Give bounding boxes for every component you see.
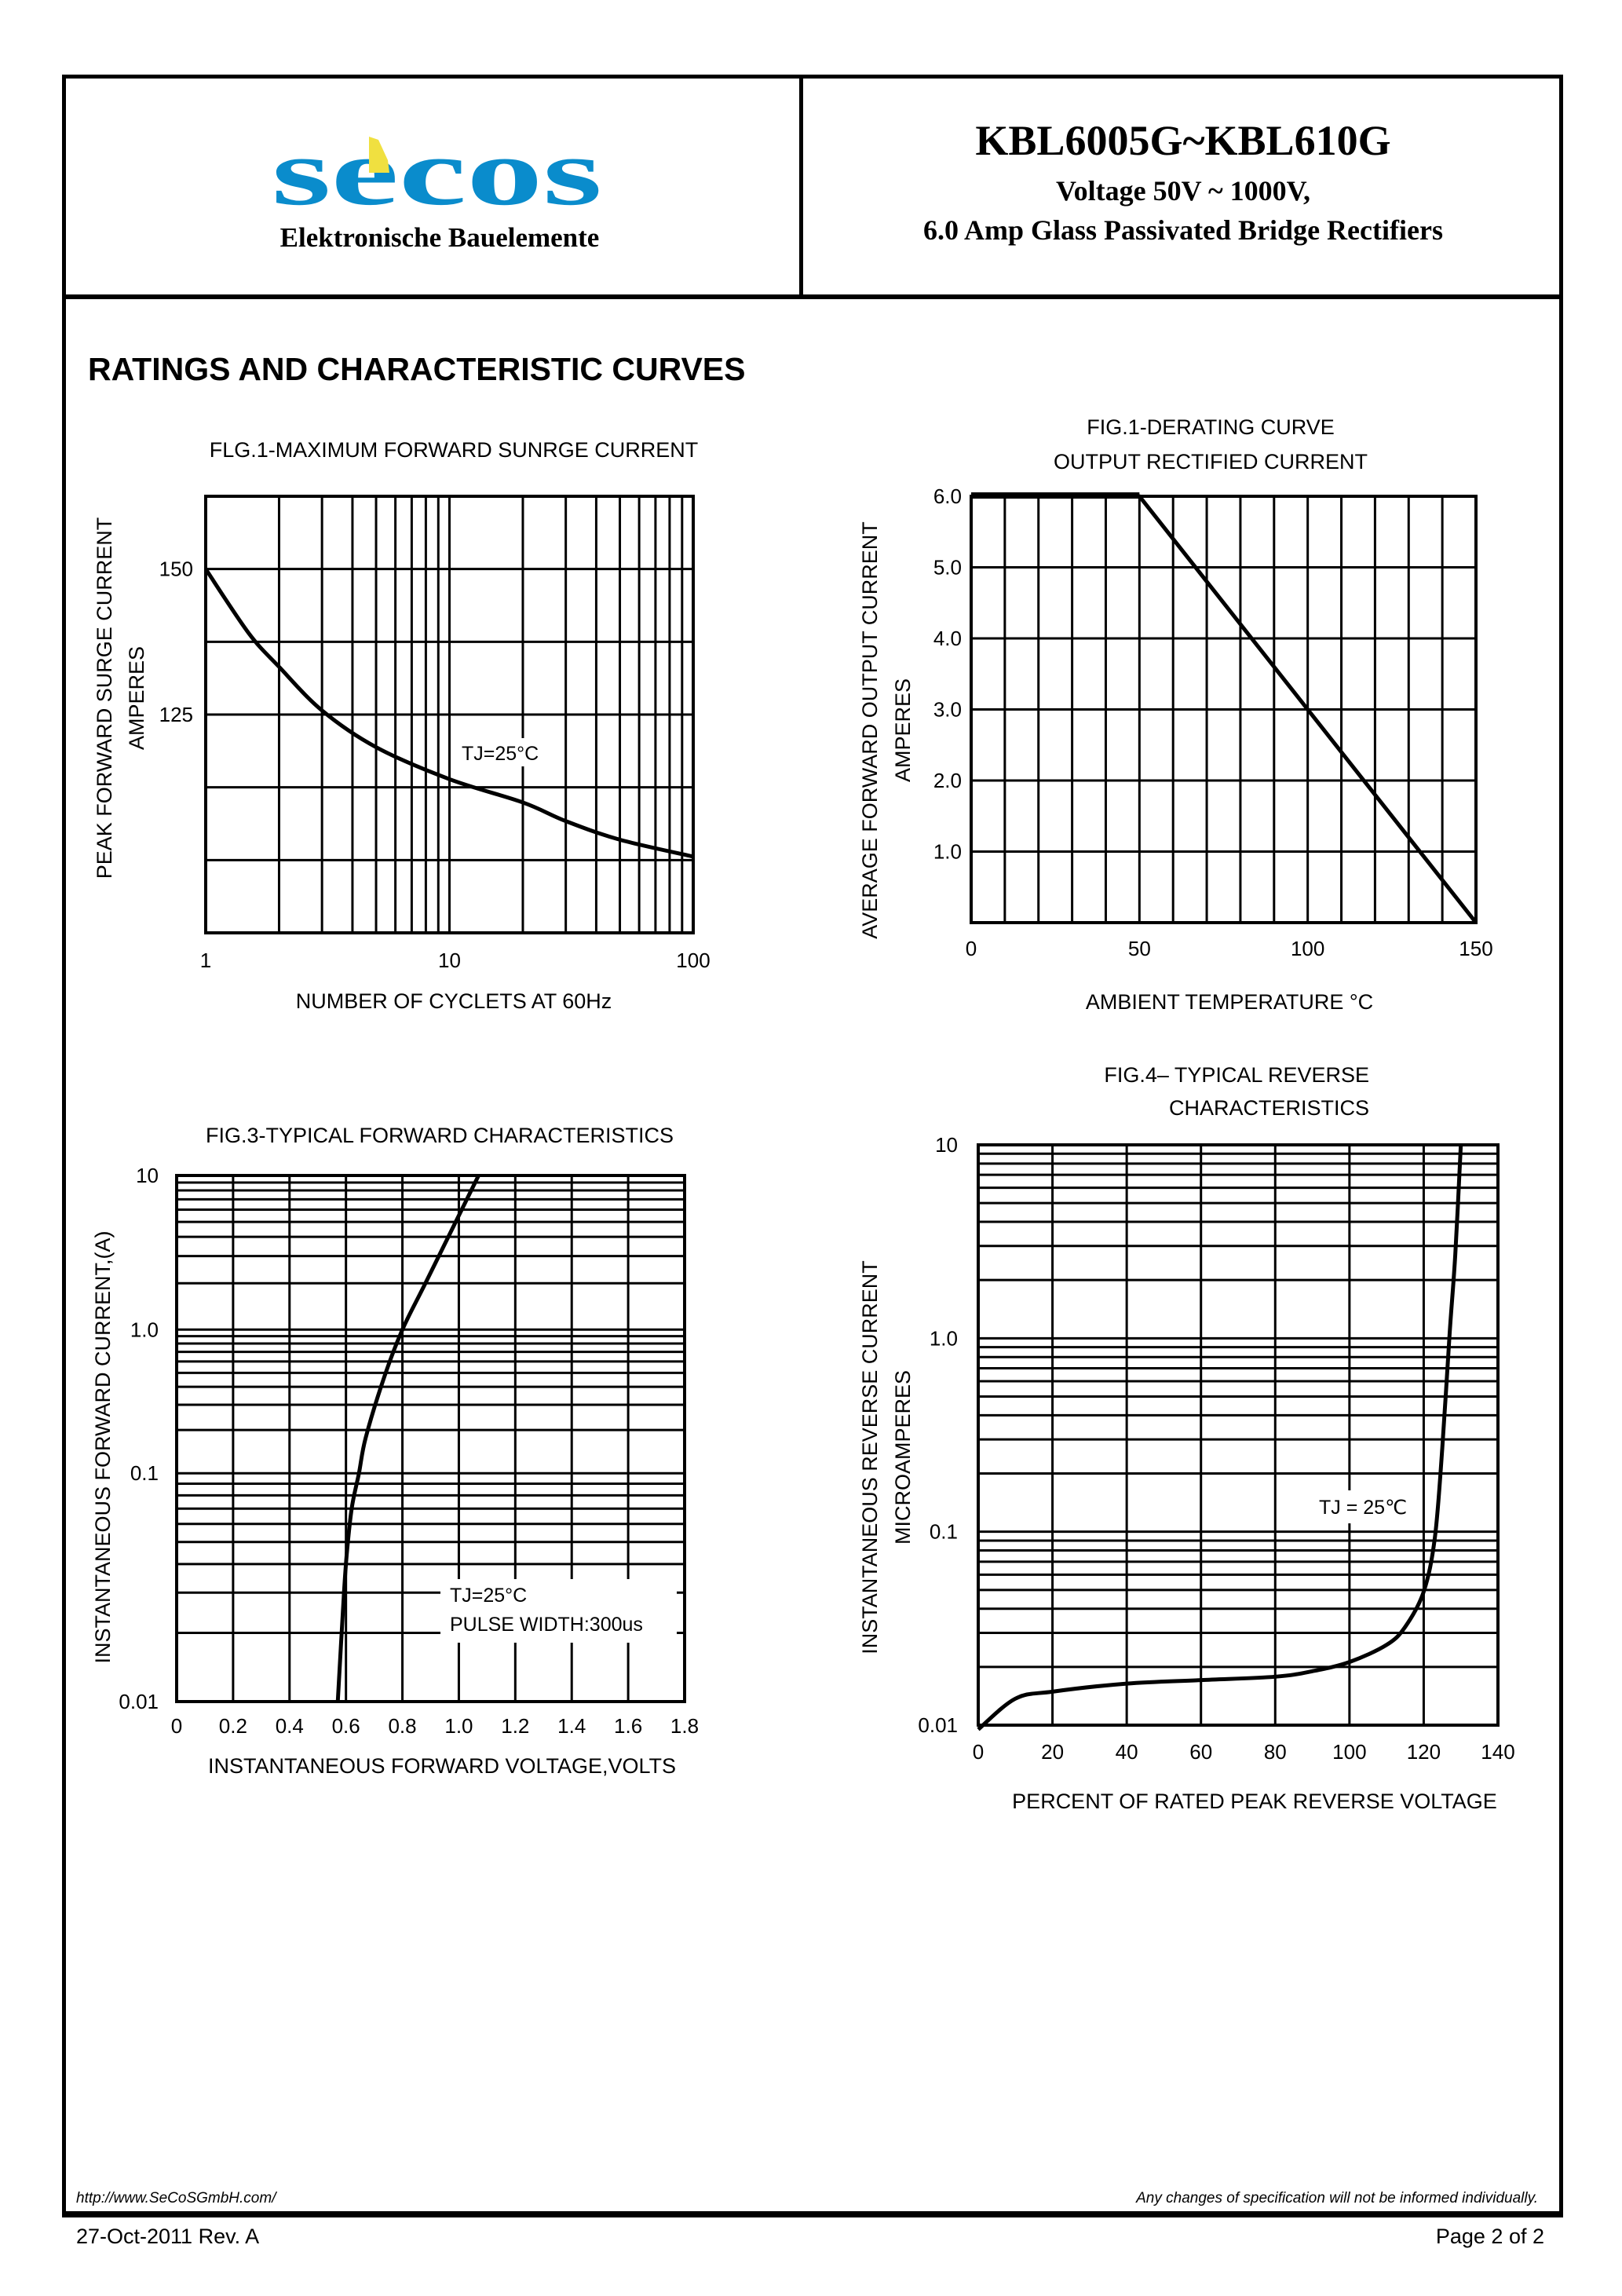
y-axis-label: INSTANTANEOUS REVERSE CURRENT [858, 1260, 882, 1654]
fig1-chart: FLG.1-MAXIMUM FORWARD SUNRGE CURRENT NUMB… [93, 438, 711, 1013]
chart-annotation: TJ=25°C [462, 743, 539, 765]
x-tick-label: 100 [1291, 937, 1324, 960]
y-tick-label: 10 [136, 1164, 159, 1187]
x-tick-label: 140 [1481, 1740, 1514, 1764]
x-tick-label: 0.6 [332, 1714, 360, 1738]
footer-page-number: Page 2 of 2 [1435, 2225, 1544, 2248]
plot-frame [977, 1143, 1500, 1727]
x-tick-label: 0.8 [388, 1714, 416, 1738]
x-tick-label: 60 [1189, 1740, 1212, 1764]
y-axis-label: MICROAMPERES [891, 1370, 915, 1545]
company-subtitle: Elektronische Bauelemente [279, 222, 600, 253]
x-tick-label: 0.2 [219, 1714, 247, 1738]
y-tick-label: 6.0 [933, 484, 962, 508]
section-title: RATINGS AND CHARACTERISTIC CURVES [88, 351, 746, 387]
x-axis-label: PERCENT OF RATED PEAK REVERSE VOLTAGE [1012, 1790, 1497, 1813]
plot-frame [175, 1174, 686, 1703]
plot-frame [204, 495, 695, 934]
chart-annotation: PULSE WIDTH:300us [450, 1614, 643, 1636]
y-tick-label: 2.0 [933, 769, 962, 792]
y-tick-label: 125 [159, 703, 193, 726]
y-axis-label: PEAK FORWARD SURGE CURRENT [93, 517, 116, 879]
footer-note: Any changes of specification will not be… [1136, 2190, 1538, 2206]
voltage-range: Voltage 50V ~ 1000V, [1055, 175, 1311, 207]
y-tick-label: 0.1 [130, 1461, 159, 1485]
product-description: 6.0 Amp Glass Passivated Bridge Rectifie… [923, 214, 1443, 246]
footer-url[interactable]: http://www.SeCoSGmbH.com/ [76, 2190, 276, 2206]
y-tick-label: 1.0 [130, 1318, 159, 1341]
chart-title: CHARACTERISTICS [1169, 1096, 1369, 1120]
annotation-background [440, 1579, 677, 1643]
x-tick-label: 1.8 [670, 1714, 699, 1738]
x-tick-label: 0 [973, 1740, 984, 1764]
series-line [977, 1144, 1463, 1731]
x-tick-label: 0.4 [276, 1714, 304, 1738]
chart-title: FIG.4– TYPICAL REVERSE [1104, 1063, 1369, 1087]
y-axis-label: INSTANTANEOUS FORWARD CURRENT,(A) [91, 1230, 115, 1663]
y-tick-label: 5.0 [933, 556, 962, 579]
chart-title: OUTPUT RECTIFIED CURRENT [1054, 450, 1368, 473]
chart-annotation: TJ=25°C [450, 1585, 527, 1607]
y-axis-label: AVERAGE FORWARD OUTPUT CURRENT [858, 521, 882, 939]
y-tick-label: 4.0 [933, 627, 962, 650]
y-tick-label: 10 [935, 1133, 958, 1157]
x-tick-label: 100 [676, 949, 710, 972]
x-axis-label: INSTANTANEOUS FORWARD VOLTAGE,VOLTS [208, 1754, 676, 1778]
x-tick-label: 20 [1041, 1740, 1064, 1764]
x-tick-label: 1.4 [557, 1714, 586, 1738]
x-tick-label: 40 [1116, 1740, 1138, 1764]
x-axis-label: NUMBER OF CYCLETS AT 60Hz [296, 989, 612, 1013]
part-number: KBL6005G~KBL610G [975, 117, 1391, 164]
y-tick-label: 0.01 [918, 1713, 958, 1737]
fig4-chart: FIG.4– TYPICAL REVERSE CHARACTERISTICS PER… [858, 1063, 1515, 1813]
chart-title: FIG.3-TYPICAL FORWARD CHARACTERISTICS [206, 1124, 674, 1147]
header-vertical-divider [799, 75, 803, 296]
x-tick-label: 1.0 [444, 1714, 473, 1738]
x-tick-label: 1.2 [501, 1714, 529, 1738]
x-tick-label: 120 [1407, 1740, 1441, 1764]
plot-frame [970, 495, 1478, 924]
x-axis-label: AMBIENT TEMPERATURE °C [1086, 990, 1373, 1014]
annotation-background [457, 738, 542, 766]
y-tick-label: 1.0 [930, 1326, 958, 1350]
chart-title: FIG.1-DERATING CURVE [1087, 415, 1335, 439]
x-tick-label: 1.6 [614, 1714, 642, 1738]
y-tick-label: 1.0 [933, 840, 962, 864]
fig3-chart: FIG.3-TYPICAL FORWARD CHARACTERISTICS INS… [91, 1124, 699, 1778]
x-tick-label: 10 [438, 949, 461, 972]
y-tick-label: 150 [159, 558, 193, 581]
footer-date-revision: 27-Oct-2011 Rev. A [76, 2225, 260, 2248]
secos-logo: secos [272, 126, 602, 212]
y-tick-label: 0.1 [930, 1520, 958, 1544]
y-tick-label: 3.0 [933, 698, 962, 722]
page-border [62, 75, 1563, 2217]
fig2-chart: FIG.1-DERATING CURVE OUTPUT RECTIFIED CUR… [858, 415, 1493, 1014]
chart-annotation: TJ = 25℃ [1319, 1497, 1407, 1519]
svg-text:secos: secos [272, 126, 602, 212]
series-line [203, 568, 694, 859]
x-tick-label: 0 [966, 937, 977, 960]
header-divider [62, 294, 1563, 299]
y-axis-label: AMPERES [125, 646, 148, 750]
x-tick-label: 80 [1264, 1740, 1287, 1764]
chart-title: FLG.1-MAXIMUM FORWARD SUNRGE CURRENT [210, 438, 699, 462]
x-tick-label: 100 [1332, 1740, 1366, 1764]
x-tick-label: 1 [200, 949, 211, 972]
annotation-background [1313, 1490, 1408, 1523]
series-line [335, 1174, 480, 1702]
x-tick-label: 0 [171, 1714, 182, 1738]
y-tick-label: 0.01 [119, 1690, 159, 1713]
y-axis-label: AMPERES [891, 678, 915, 782]
x-tick-label: 150 [1459, 937, 1492, 960]
x-tick-label: 50 [1128, 937, 1151, 960]
